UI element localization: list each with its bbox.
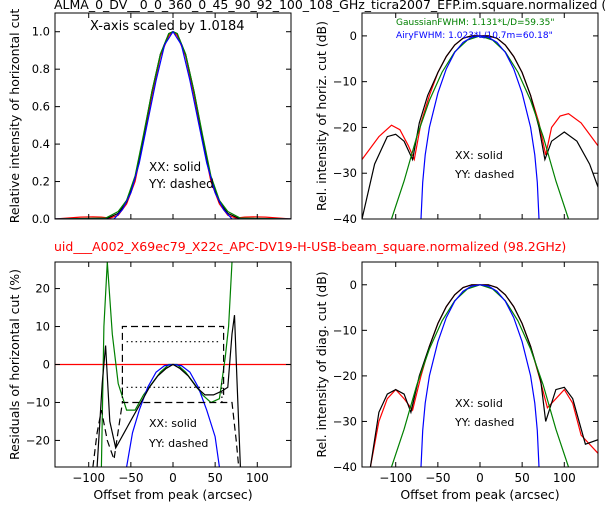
y-tick-label: 0.4	[32, 137, 50, 151]
series-line-2	[390, 284, 570, 467]
y-tick-label: 10	[35, 320, 50, 334]
annotation: GaussianFWHM: 1.131*L/D=59.35"	[396, 18, 554, 28]
series-line-1	[362, 35, 598, 219]
annotation: X-axis scaled by 1.0184	[90, 19, 245, 34]
y-tick-label: −20	[26, 433, 50, 447]
annotation: XX: solid	[455, 149, 503, 162]
y-tick-label: −10	[26, 395, 50, 409]
y-tick-label: 0.8	[32, 62, 50, 76]
series-line-3	[96, 315, 241, 467]
annotation: YY: dashed	[454, 168, 514, 181]
y-tick-label: −10	[333, 323, 357, 337]
x-tick-label: −100	[72, 471, 105, 485]
y-axis-label: Residuals of horizontal cut (%)	[7, 269, 22, 460]
annotation: XX: solid	[149, 160, 201, 174]
y-tick-label: −30	[333, 414, 357, 428]
y-axis-label: Rel. intensity of diag. cut (dB)	[314, 271, 329, 457]
annotation: YY: dashed	[148, 177, 214, 191]
annotation: XX: solid	[149, 417, 197, 430]
panel-horizontal-cut-linear: 0.0 0.2 0.4 0.6 0.8 1.0 Relative intensity of …	[7, 9, 292, 226]
annotation: XX: solid	[455, 397, 503, 410]
y-tick-label: 1.0	[32, 25, 50, 39]
x-tick-label: −50	[118, 471, 143, 485]
series-line-2	[126, 363, 220, 467]
x-axis-label: Offset from peak (arcsec)	[93, 487, 252, 502]
x-axis-label: Offset from peak (arcsec)	[400, 487, 559, 502]
x-tick-label: 50	[208, 471, 223, 485]
y-axis-label: Relative intensity of horizontal cut	[7, 9, 22, 224]
y-tick-label: −20	[333, 120, 357, 134]
y-tick-label: 0.2	[32, 175, 50, 189]
x-tick-label: 0	[476, 471, 484, 485]
series-line-3	[55, 30, 291, 219]
y-tick-label: −10	[333, 75, 357, 89]
annotation: YY: dashed	[454, 416, 514, 429]
y-tick-label: 20	[35, 282, 50, 296]
y-tick-label: 0.6	[32, 100, 50, 114]
x-tick-label: 0	[169, 471, 177, 485]
y-tick-label: −20	[333, 369, 357, 383]
series-line-4	[92, 401, 240, 467]
series-line-0	[362, 35, 598, 162]
axes-frame	[361, 12, 599, 220]
y-tick-label: 0	[350, 278, 357, 292]
axes-frame	[361, 261, 599, 468]
panel-diagonal-cut-db: −100 −50 0 50 100 0 −10 −20 −30 −40 Rel. intensity…	[314, 261, 599, 502]
middle-title: uid___A002_X69ec79_X22c_APC-DV19-H-USB-b…	[54, 239, 566, 254]
y-tick-label: −40	[333, 460, 357, 474]
panel-horizontal-cut-db: 0 −10 −20 −30 −40 Rel. intensity of horiz. cu…	[314, 12, 599, 226]
series-line-5	[121, 325, 225, 395]
y-tick-label: −40	[333, 212, 357, 226]
x-tick-label: 100	[553, 471, 576, 485]
y-axis-label: Rel. intensity of horiz. cut (dB)	[314, 21, 329, 211]
x-tick-label: −100	[379, 471, 412, 485]
top-title: ALMA_0_DV__0_0_360_0_45_90_92_100_108_GH…	[54, 0, 606, 12]
x-tick-label: 100	[246, 471, 269, 485]
x-tick-label: 50	[515, 471, 530, 485]
y-tick-label: 0	[43, 358, 50, 372]
series-line-1	[369, 284, 598, 467]
annotation: AiryFWHM: 1.023*L/10.7m=60.18"	[396, 31, 553, 41]
y-tick-label: 0.0	[32, 212, 50, 226]
x-tick-label: −50	[425, 471, 450, 485]
series-line-3	[420, 284, 540, 467]
y-tick-label: 0	[350, 29, 357, 43]
annotation: YY: dashed	[148, 437, 208, 450]
series-line-0	[369, 284, 598, 467]
series-line-3	[420, 35, 540, 219]
y-tick-label: −30	[333, 166, 357, 180]
